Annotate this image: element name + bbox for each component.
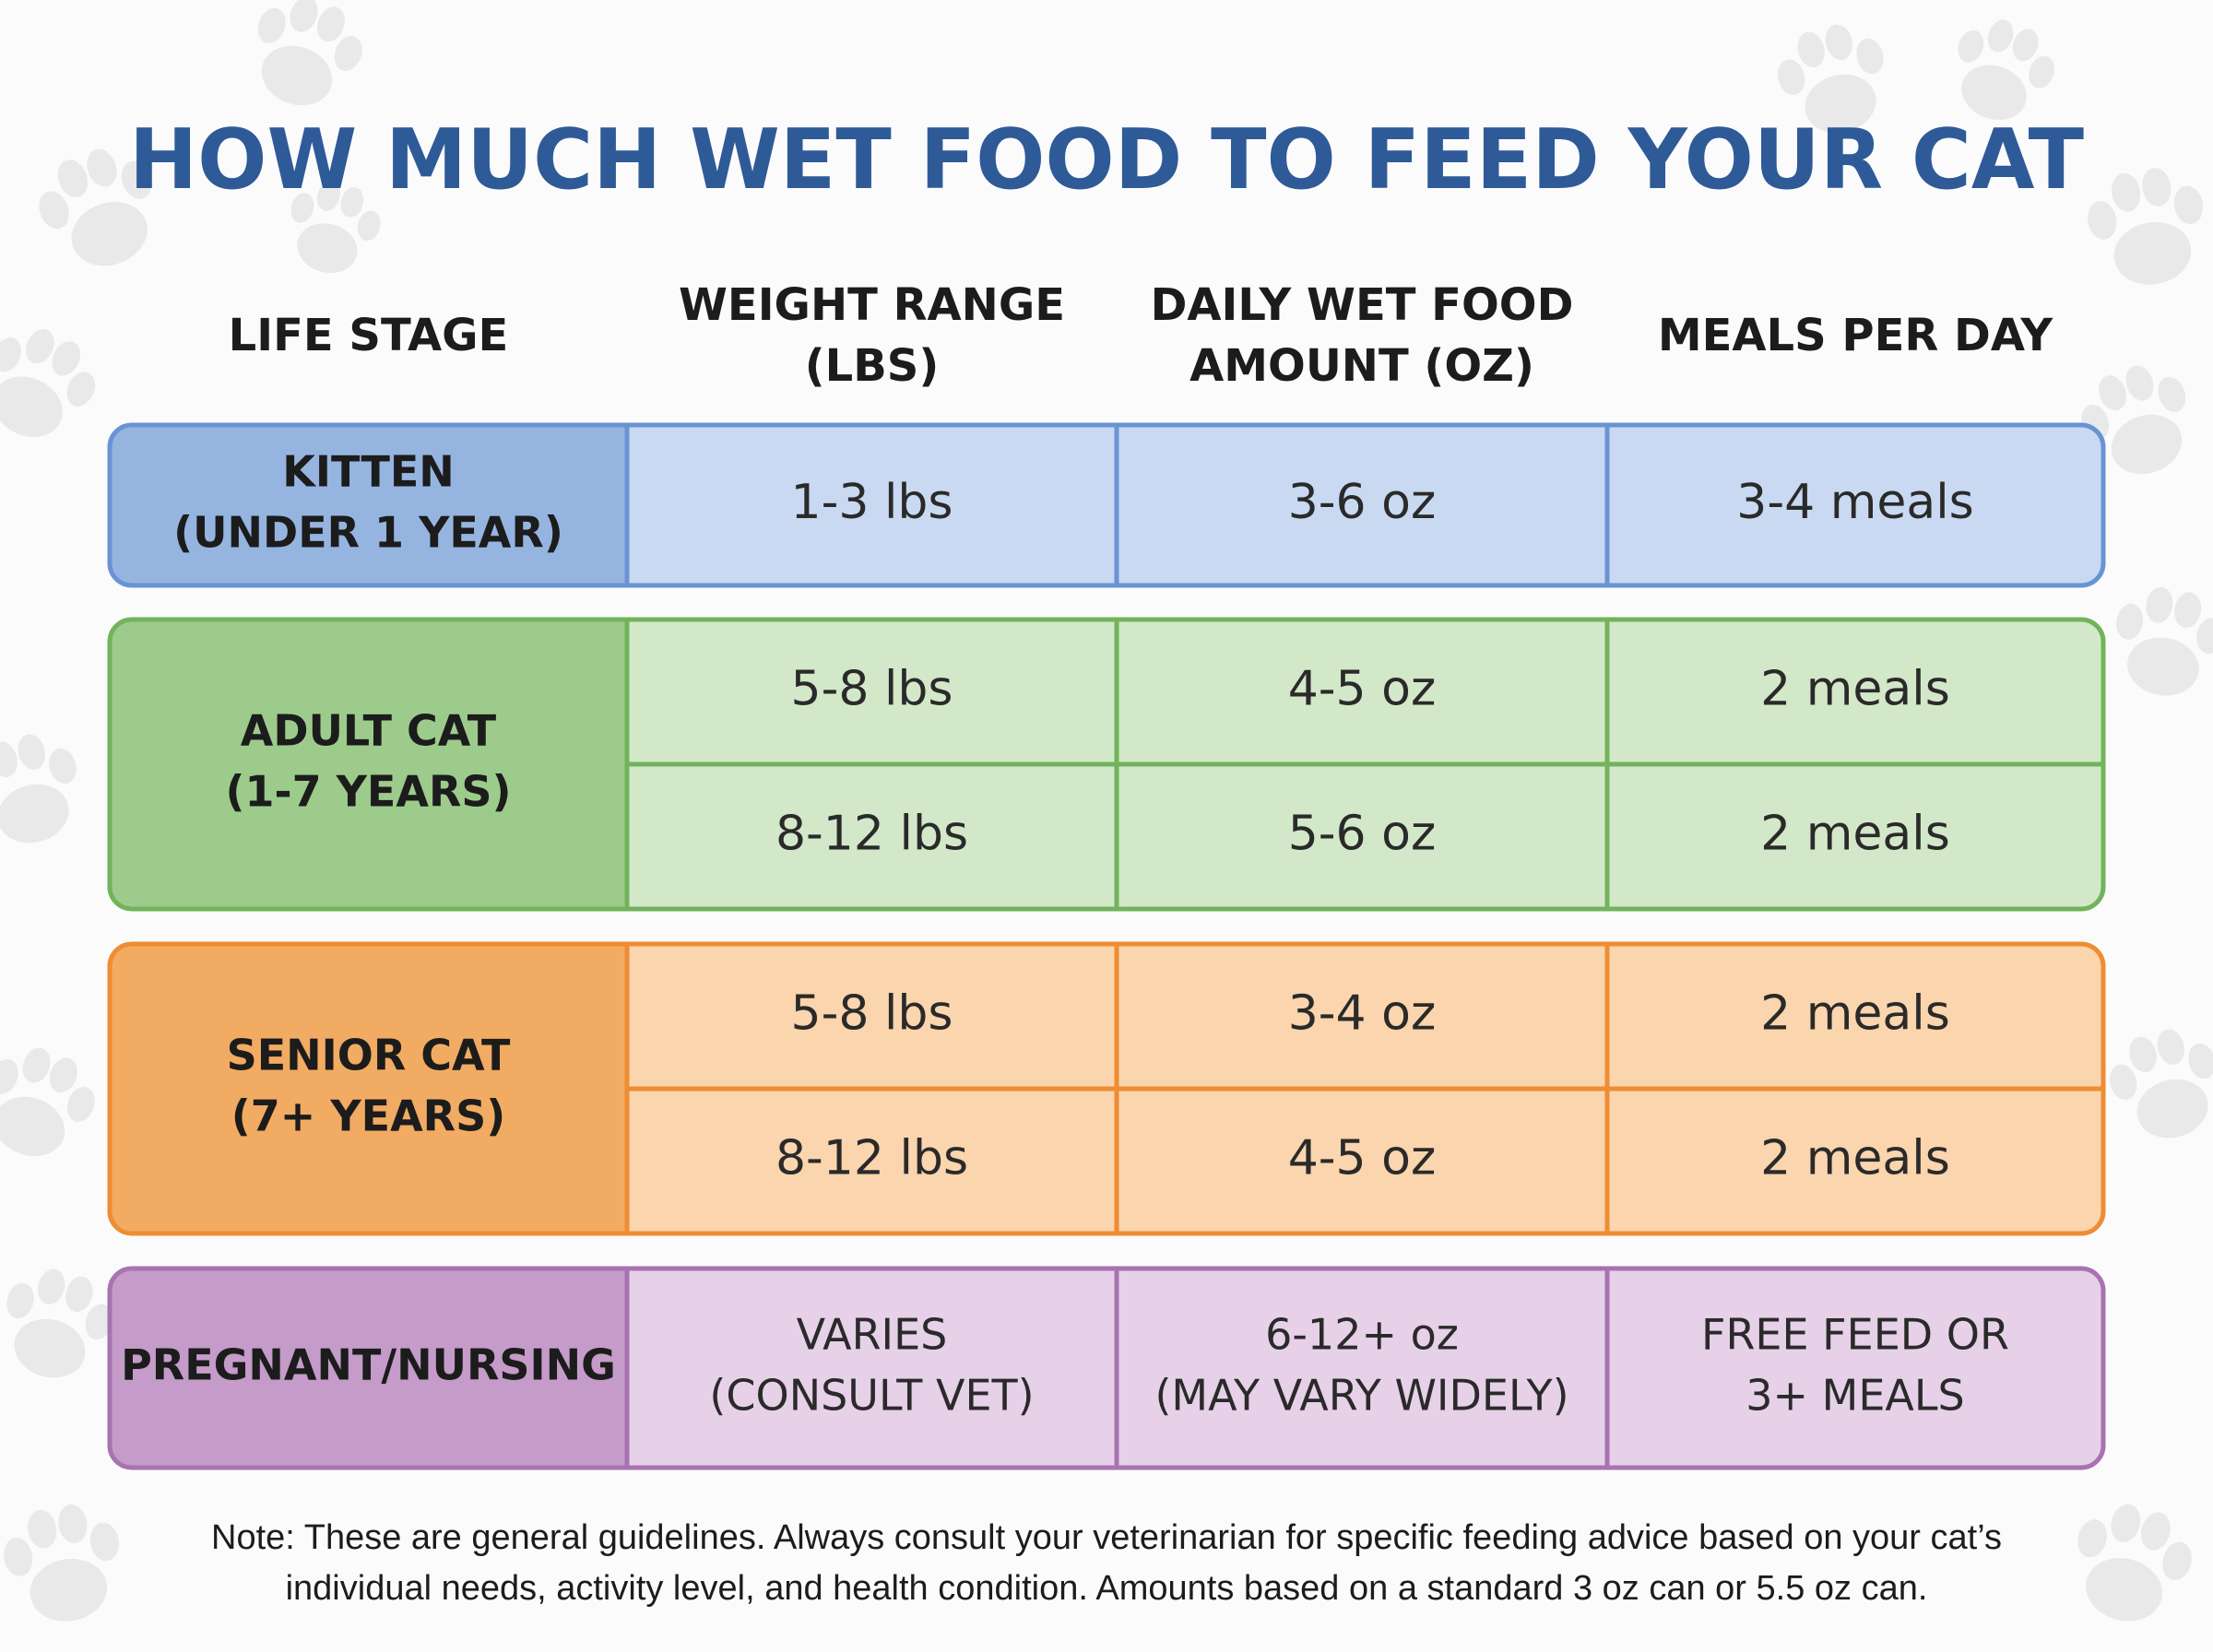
table-cell: 8-12 lbs (775, 807, 968, 862)
table-cell: FREE FEED OR (1701, 1310, 2009, 1360)
table-cell: 5-6 oz (1288, 807, 1437, 862)
group-border (107, 422, 2106, 588)
group-border (107, 941, 2106, 1236)
table-cell: 5-8 lbs (790, 986, 953, 1042)
table-cell: 8-12 lbs (775, 1131, 968, 1186)
stage-label: (1-7 YEARS) (225, 767, 511, 817)
table-cell: 3+ MEALS (1746, 1371, 1964, 1421)
column-header: LIFE STAGE (229, 310, 509, 361)
table-cell: 3-4 oz (1288, 986, 1437, 1042)
note-line: Note: These are general guidelines. Alwa… (211, 1518, 2002, 1557)
stage-cell (110, 425, 627, 585)
table-cell: 3-4 meals (1736, 475, 1974, 530)
table-cell: VARIES (797, 1310, 948, 1360)
column-header: WEIGHT RANGE (679, 279, 1065, 331)
stage-cell (110, 1268, 627, 1468)
stage-label: (7+ YEARS) (231, 1092, 506, 1141)
group-border (107, 617, 2106, 912)
table-cell: 2 meals (1760, 662, 1950, 717)
table-cell: (MAY VARY WIDELY) (1154, 1371, 1568, 1421)
table-cell: 5-8 lbs (790, 662, 953, 717)
table-cell: 4-5 oz (1288, 1131, 1437, 1186)
column-header: DAILY WET FOOD (1151, 279, 1574, 331)
title: HOW MUCH WET FOOD TO FEED YOUR CAT (129, 112, 2084, 208)
group-border (107, 1266, 2106, 1470)
stage-label: PREGNANT/NURSING (121, 1340, 616, 1390)
note-line: individual needs, activity level, and he… (286, 1569, 1928, 1608)
table-cell: 3-6 oz (1288, 475, 1437, 530)
table-cell: 2 meals (1760, 986, 1950, 1042)
stage-cell (110, 944, 627, 1233)
table-cell: 6-12+ oz (1265, 1310, 1459, 1360)
stage-label: KITTEN (282, 447, 455, 497)
column-header: (LBS) (805, 340, 940, 392)
table-cell: 1-3 lbs (790, 475, 953, 530)
stage-cell (110, 620, 627, 909)
table-cell: 2 meals (1760, 1131, 1950, 1186)
column-header: AMOUNT (OZ) (1189, 340, 1534, 392)
stage-label: ADULT CAT (241, 706, 497, 756)
table-cell: 4-5 oz (1288, 662, 1437, 717)
stage-label: SENIOR CAT (227, 1031, 511, 1080)
table-cell: 2 meals (1760, 807, 1950, 862)
table-cell: (CONSULT VET) (709, 1371, 1034, 1421)
column-header: MEALS PER DAY (1658, 310, 2054, 361)
stage-label: (UNDER 1 YEAR) (173, 508, 563, 558)
